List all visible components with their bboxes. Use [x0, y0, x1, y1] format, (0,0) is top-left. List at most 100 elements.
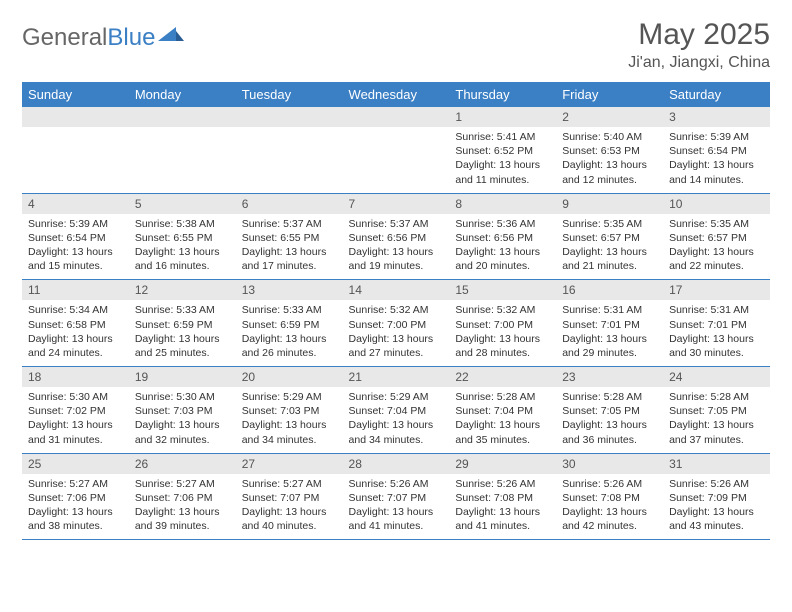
day-detail-line: Daylight: 13 hours and 20 minutes. — [455, 245, 550, 273]
day-detail-line: Daylight: 13 hours and 41 minutes. — [349, 505, 444, 533]
calendar-cell: 6Sunrise: 5:37 AMSunset: 6:55 PMDaylight… — [236, 193, 343, 280]
day-details: Sunrise: 5:33 AMSunset: 6:59 PMDaylight:… — [236, 300, 343, 366]
day-number: 8 — [449, 194, 556, 214]
calendar-cell: 29Sunrise: 5:26 AMSunset: 7:08 PMDayligh… — [449, 453, 556, 540]
calendar-cell: 26Sunrise: 5:27 AMSunset: 7:06 PMDayligh… — [129, 453, 236, 540]
weekday-header: Saturday — [663, 82, 770, 107]
day-detail-line: Sunrise: 5:26 AM — [455, 477, 550, 491]
day-detail-line: Daylight: 13 hours and 40 minutes. — [242, 505, 337, 533]
day-detail-line: Daylight: 13 hours and 31 minutes. — [28, 418, 123, 446]
day-detail-line: Sunset: 6:54 PM — [669, 144, 764, 158]
day-number: 9 — [556, 194, 663, 214]
calendar-week: 25Sunrise: 5:27 AMSunset: 7:06 PMDayligh… — [22, 453, 770, 540]
calendar-week: 18Sunrise: 5:30 AMSunset: 7:02 PMDayligh… — [22, 367, 770, 454]
day-details: Sunrise: 5:37 AMSunset: 6:55 PMDaylight:… — [236, 214, 343, 280]
header: GeneralBlue May 2025 Ji'an, Jiangxi, Chi… — [22, 18, 770, 72]
day-details: Sunrise: 5:26 AMSunset: 7:08 PMDaylight:… — [449, 474, 556, 540]
day-detail-line: Sunrise: 5:27 AM — [135, 477, 230, 491]
day-detail-line: Daylight: 13 hours and 34 minutes. — [242, 418, 337, 446]
day-detail-line: Sunrise: 5:30 AM — [135, 390, 230, 404]
day-number: 23 — [556, 367, 663, 387]
day-number: 4 — [22, 194, 129, 214]
day-number: 17 — [663, 280, 770, 300]
day-detail-line: Sunset: 7:08 PM — [562, 491, 657, 505]
day-detail-line: Sunrise: 5:30 AM — [28, 390, 123, 404]
day-number: 29 — [449, 454, 556, 474]
day-details: Sunrise: 5:28 AMSunset: 7:04 PMDaylight:… — [449, 387, 556, 453]
calendar-week: 11Sunrise: 5:34 AMSunset: 6:58 PMDayligh… — [22, 280, 770, 367]
day-detail-line: Sunset: 7:00 PM — [455, 318, 550, 332]
day-number: 6 — [236, 194, 343, 214]
calendar-cell: 21Sunrise: 5:29 AMSunset: 7:04 PMDayligh… — [343, 367, 450, 454]
day-detail-line: Sunrise: 5:29 AM — [242, 390, 337, 404]
day-detail-line: Daylight: 13 hours and 15 minutes. — [28, 245, 123, 273]
day-detail-line: Sunset: 6:57 PM — [669, 231, 764, 245]
day-detail-line: Daylight: 13 hours and 24 minutes. — [28, 332, 123, 360]
day-number: 3 — [663, 107, 770, 127]
day-details: Sunrise: 5:36 AMSunset: 6:56 PMDaylight:… — [449, 214, 556, 280]
calendar-head: SundayMondayTuesdayWednesdayThursdayFrid… — [22, 82, 770, 107]
day-details — [129, 127, 236, 183]
day-detail-line: Daylight: 13 hours and 19 minutes. — [349, 245, 444, 273]
day-detail-line: Daylight: 13 hours and 17 minutes. — [242, 245, 337, 273]
calendar-cell: 11Sunrise: 5:34 AMSunset: 6:58 PMDayligh… — [22, 280, 129, 367]
day-detail-line: Sunrise: 5:36 AM — [455, 217, 550, 231]
day-detail-line: Daylight: 13 hours and 28 minutes. — [455, 332, 550, 360]
day-detail-line: Daylight: 13 hours and 36 minutes. — [562, 418, 657, 446]
day-details: Sunrise: 5:31 AMSunset: 7:01 PMDaylight:… — [556, 300, 663, 366]
day-details: Sunrise: 5:27 AMSunset: 7:06 PMDaylight:… — [22, 474, 129, 540]
day-number: 12 — [129, 280, 236, 300]
day-detail-line: Daylight: 13 hours and 27 minutes. — [349, 332, 444, 360]
day-details: Sunrise: 5:30 AMSunset: 7:02 PMDaylight:… — [22, 387, 129, 453]
day-details: Sunrise: 5:27 AMSunset: 7:07 PMDaylight:… — [236, 474, 343, 540]
day-detail-line: Sunset: 6:52 PM — [455, 144, 550, 158]
calendar-cell: 31Sunrise: 5:26 AMSunset: 7:09 PMDayligh… — [663, 453, 770, 540]
day-detail-line: Daylight: 13 hours and 14 minutes. — [669, 158, 764, 186]
day-detail-line: Sunset: 7:08 PM — [455, 491, 550, 505]
day-details: Sunrise: 5:29 AMSunset: 7:03 PMDaylight:… — [236, 387, 343, 453]
day-detail-line: Sunset: 6:55 PM — [242, 231, 337, 245]
calendar-cell: 30Sunrise: 5:26 AMSunset: 7:08 PMDayligh… — [556, 453, 663, 540]
day-number: 19 — [129, 367, 236, 387]
day-number — [343, 107, 450, 127]
logo-text-1: General — [22, 24, 107, 52]
day-detail-line: Sunrise: 5:27 AM — [242, 477, 337, 491]
day-detail-line: Sunset: 7:03 PM — [135, 404, 230, 418]
calendar-cell: 10Sunrise: 5:35 AMSunset: 6:57 PMDayligh… — [663, 193, 770, 280]
day-detail-line: Sunset: 7:02 PM — [28, 404, 123, 418]
day-detail-line: Daylight: 13 hours and 38 minutes. — [28, 505, 123, 533]
day-detail-line: Sunset: 7:01 PM — [562, 318, 657, 332]
day-detail-line: Daylight: 13 hours and 43 minutes. — [669, 505, 764, 533]
day-detail-line: Daylight: 13 hours and 21 minutes. — [562, 245, 657, 273]
day-detail-line: Sunrise: 5:38 AM — [135, 217, 230, 231]
day-details: Sunrise: 5:31 AMSunset: 7:01 PMDaylight:… — [663, 300, 770, 366]
day-details: Sunrise: 5:35 AMSunset: 6:57 PMDaylight:… — [556, 214, 663, 280]
day-detail-line: Daylight: 13 hours and 32 minutes. — [135, 418, 230, 446]
day-number — [22, 107, 129, 127]
calendar-cell: 4Sunrise: 5:39 AMSunset: 6:54 PMDaylight… — [22, 193, 129, 280]
day-details: Sunrise: 5:38 AMSunset: 6:55 PMDaylight:… — [129, 214, 236, 280]
calendar-cell: 27Sunrise: 5:27 AMSunset: 7:07 PMDayligh… — [236, 453, 343, 540]
day-detail-line: Daylight: 13 hours and 29 minutes. — [562, 332, 657, 360]
day-detail-line: Sunset: 6:57 PM — [562, 231, 657, 245]
day-detail-line: Sunrise: 5:39 AM — [669, 130, 764, 144]
day-details: Sunrise: 5:29 AMSunset: 7:04 PMDaylight:… — [343, 387, 450, 453]
calendar-cell: 9Sunrise: 5:35 AMSunset: 6:57 PMDaylight… — [556, 193, 663, 280]
day-detail-line: Sunrise: 5:39 AM — [28, 217, 123, 231]
day-number: 7 — [343, 194, 450, 214]
day-detail-line: Sunrise: 5:35 AM — [669, 217, 764, 231]
day-detail-line: Sunset: 6:59 PM — [242, 318, 337, 332]
day-number — [236, 107, 343, 127]
day-number: 27 — [236, 454, 343, 474]
day-detail-line: Sunrise: 5:28 AM — [562, 390, 657, 404]
day-number: 14 — [343, 280, 450, 300]
day-detail-line: Sunset: 7:07 PM — [242, 491, 337, 505]
day-details: Sunrise: 5:39 AMSunset: 6:54 PMDaylight:… — [22, 214, 129, 280]
calendar-cell: 18Sunrise: 5:30 AMSunset: 7:02 PMDayligh… — [22, 367, 129, 454]
day-number: 25 — [22, 454, 129, 474]
day-detail-line: Sunrise: 5:35 AM — [562, 217, 657, 231]
day-detail-line: Sunrise: 5:26 AM — [349, 477, 444, 491]
day-detail-line: Sunrise: 5:33 AM — [135, 303, 230, 317]
day-number: 2 — [556, 107, 663, 127]
day-detail-line: Sunrise: 5:29 AM — [349, 390, 444, 404]
